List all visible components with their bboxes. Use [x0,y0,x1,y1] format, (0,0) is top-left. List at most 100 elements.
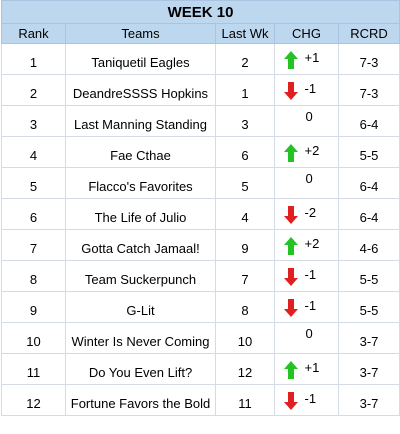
table-row: 3 Last Manning Standing 3 0 6-4 [1,105,400,137]
down-arrow-icon [283,298,298,317]
last-week-cell: 12 [215,353,275,385]
team-cell: Winter Is Never Coming [65,322,216,354]
record-cell: 7-3 [337,74,400,106]
rank-cell: 7 [1,229,66,261]
record-cell: 4-6 [337,229,400,261]
team-cell: Fortune Favors the Bold [65,384,216,416]
team-cell: G-Lit [65,291,216,323]
record-cell: 6-4 [337,198,400,230]
record-cell: 3-7 [337,322,400,354]
change-indicator: +2 [283,143,327,164]
rankings-table: WEEK 10 Rank Teams Last Wk CHG RCRD 1 Tan… [0,0,400,416]
rank-cell: 5 [1,167,66,199]
table-row: 8 Team Suckerpunch 7 -1 5-5 [1,260,400,292]
table-row: 10 Winter Is Never Coming 10 0 3-7 [1,322,400,354]
rank-cell: 11 [1,353,66,385]
last-week-cell: 10 [215,322,275,354]
change-value: +2 [304,235,320,251]
last-week-cell: 3 [215,105,275,137]
change-indicator: 0 [287,109,327,133]
record-cell: 5-5 [337,291,400,323]
rank-cell: 6 [1,198,66,230]
header-rcrd: RCRD [337,23,400,44]
table-row: 12 Fortune Favors the Bold 11 -1 3-7 [1,384,400,416]
change-value: +1 [304,49,320,65]
change-cell: +2 [274,136,339,168]
last-week-cell: 6 [215,136,275,168]
table-body: 1 Taniquetil Eagles 2 +1 7-3 2 DeandreSSSS H… [1,43,400,416]
down-arrow-icon [283,205,298,224]
change-indicator: +1 [283,49,327,71]
change-indicator: -1 [283,80,327,102]
team-cell: Flacco's Favorites [65,167,216,199]
table-row: 6 The Life of Julio 4 -2 6-4 [1,198,400,230]
change-cell: -1 [274,384,339,416]
team-cell: Taniquetil Eagles [65,43,216,75]
change-indicator: 0 [287,326,327,350]
record-cell: 6-4 [337,167,400,199]
team-cell: Last Manning Standing [65,105,216,137]
header-teams: Teams [65,23,216,44]
team-cell: The Life of Julio [65,198,216,230]
up-arrow-icon [283,50,298,69]
record-cell: 3-7 [337,384,400,416]
last-week-cell: 11 [215,384,275,416]
up-arrow-icon [283,236,298,255]
table-row: 11 Do You Even Lift? 12 +1 3-7 [1,353,400,385]
change-indicator: +2 [283,235,327,257]
last-week-cell: 7 [215,260,275,292]
record-cell: 3-7 [337,353,400,385]
change-cell: -1 [274,74,339,106]
table-row: 1 Taniquetil Eagles 2 +1 7-3 [1,43,400,75]
change-cell: 0 [274,167,339,199]
change-value: -1 [304,266,317,282]
change-indicator: -1 [283,266,327,288]
change-cell: -2 [274,198,339,230]
rank-cell: 12 [1,384,66,416]
record-cell: 7-3 [337,43,400,75]
record-cell: 6-4 [337,105,400,137]
change-value: 0 [305,325,313,341]
down-arrow-icon [283,81,298,100]
week-title: WEEK 10 [0,0,400,24]
change-value: -1 [304,297,317,313]
change-indicator: -1 [283,297,327,319]
rank-cell: 1 [1,43,66,75]
header-chg: CHG [274,23,339,44]
change-cell: -1 [274,260,339,292]
last-week-cell: 4 [215,198,275,230]
team-cell: Gotta Catch Jamaal! [65,229,216,261]
table-row: 2 DeandreSSSS Hopkins 1 -1 7-3 [1,74,400,106]
header-last-wk: Last Wk [215,23,275,44]
change-value: +1 [304,359,320,375]
last-week-cell: 1 [215,74,275,106]
change-indicator: +1 [283,359,327,381]
team-cell: Fae Cthae [65,136,216,168]
down-arrow-icon [283,267,298,286]
up-arrow-icon [283,143,298,162]
team-cell: Do You Even Lift? [65,353,216,385]
last-week-cell: 5 [215,167,275,199]
change-value: -2 [304,204,317,220]
change-indicator: 0 [287,171,327,195]
team-cell: Team Suckerpunch [65,260,216,292]
change-cell: +1 [274,353,339,385]
change-indicator: -1 [283,390,327,412]
rank-cell: 9 [1,291,66,323]
change-cell: 0 [274,105,339,137]
rank-cell: 8 [1,260,66,292]
table-row: 4 Fae Cthae 6 +2 5-5 [1,136,400,168]
down-arrow-icon [283,391,298,410]
last-week-cell: 2 [215,43,275,75]
change-value: -1 [304,390,317,406]
rank-cell: 4 [1,136,66,168]
rank-cell: 3 [1,105,66,137]
change-value: 0 [305,108,313,124]
rank-cell: 10 [1,322,66,354]
last-week-cell: 9 [215,229,275,261]
change-indicator: -2 [283,204,327,226]
change-cell: -1 [274,291,339,323]
rank-cell: 2 [1,74,66,106]
change-value: -1 [304,80,317,96]
table-row: 7 Gotta Catch Jamaal! 9 +2 4-6 [1,229,400,261]
